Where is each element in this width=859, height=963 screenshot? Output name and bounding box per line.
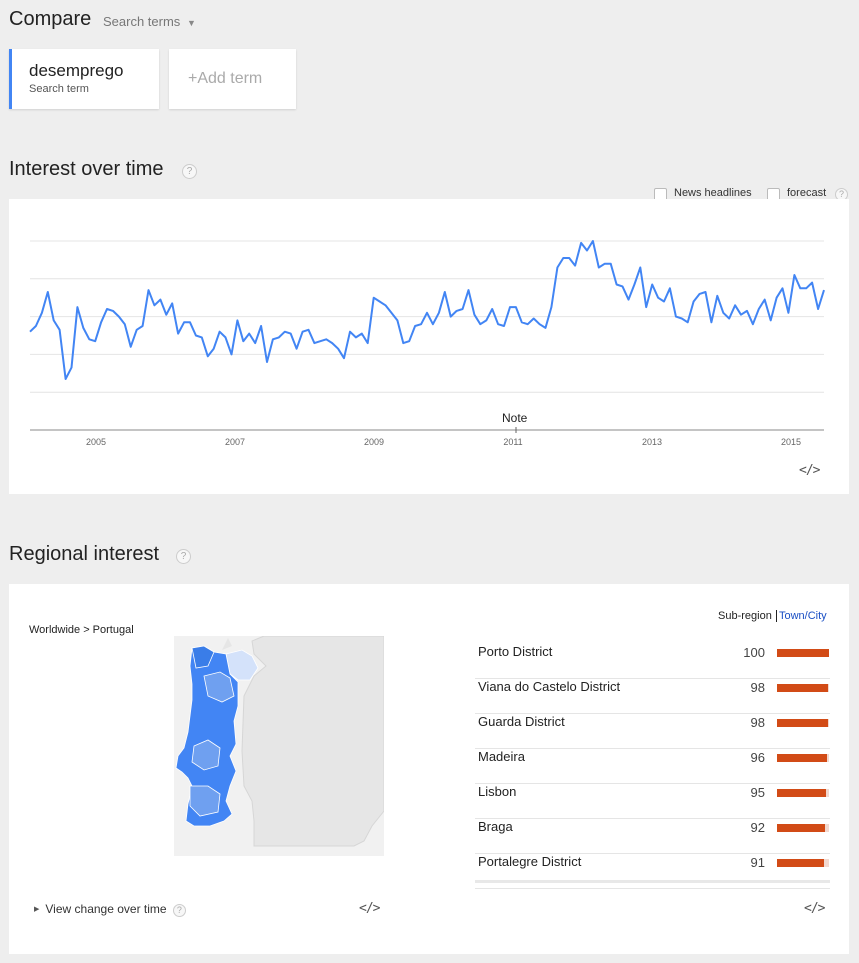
- region-row[interactable]: Viana do Castelo District 98: [475, 679, 830, 714]
- note-label[interactable]: Note: [502, 411, 528, 425]
- region-value: 92: [750, 820, 765, 835]
- add-term-label: +Add term: [188, 70, 263, 87]
- forecast-label: forecast: [787, 187, 827, 199]
- region-name: Viana do Castelo District: [478, 679, 621, 694]
- caret-down-icon: ▼: [186, 18, 196, 28]
- subregion-tab[interactable]: Sub-region: [718, 610, 777, 622]
- region-bar-track: [777, 649, 829, 657]
- regional-title: Regional interest: [9, 543, 160, 565]
- portugal-map[interactable]: [174, 636, 384, 856]
- expand-triangle-icon: ▶: [34, 906, 40, 913]
- region-name: Guarda District: [478, 714, 565, 729]
- x-tick-label: 2011: [503, 437, 522, 447]
- term-name: desemprego: [29, 61, 124, 80]
- regional-card: Worldwide > Portugal Sub-region Town/Cit…: [9, 584, 849, 954]
- region-bar: [777, 684, 828, 692]
- region-row[interactable]: Portalegre District 91: [475, 854, 830, 889]
- x-tick-label: 2013: [642, 437, 662, 447]
- news-headlines-label: News headlines: [674, 187, 752, 199]
- region-name: Lisbon: [478, 784, 517, 799]
- region-row[interactable]: Porto District 100: [475, 644, 830, 679]
- region-list-scrollbar[interactable]: [475, 880, 830, 883]
- interest-help-icon[interactable]: ?: [182, 164, 197, 179]
- region-bar-track: [777, 824, 829, 832]
- region-bar: [777, 859, 825, 867]
- region-name: Braga: [478, 819, 513, 834]
- interest-chart: 2005 2007 2009 2011 2013 2015: [29, 240, 825, 447]
- search-terms-label: Search terms: [103, 14, 181, 29]
- list-embed-icon[interactable]: </>: [804, 901, 826, 916]
- region-bar-track: [777, 719, 829, 727]
- region-name: Madeira: [478, 749, 525, 764]
- region-value: 100: [743, 645, 765, 660]
- region-name: Porto District: [478, 644, 553, 659]
- region-bar: [777, 789, 827, 797]
- view-change-over-time[interactable]: ▶ View change over time ?: [34, 902, 186, 917]
- region-bar-track: [777, 684, 829, 692]
- region-row[interactable]: Guarda District 98: [475, 714, 830, 749]
- map-embed-icon[interactable]: </>: [359, 901, 381, 916]
- interest-title: Interest over time: [9, 158, 164, 180]
- term-card[interactable]: desemprego Search term: [9, 49, 159, 109]
- region-row[interactable]: Madeira 96: [475, 749, 830, 784]
- view-change-help-icon[interactable]: ?: [172, 904, 186, 917]
- search-terms-dropdown[interactable]: Search terms ▼: [103, 14, 196, 29]
- region-bar: [777, 824, 825, 832]
- region-value: 96: [750, 750, 765, 765]
- add-term-button[interactable]: +Add term: [169, 49, 296, 109]
- term-sub: Search term: [29, 83, 89, 95]
- x-tick-label: 2015: [781, 437, 801, 447]
- region-row[interactable]: Braga 92: [475, 819, 830, 854]
- breadcrumb: Worldwide > Portugal: [29, 624, 134, 636]
- x-tick-label: 2007: [225, 437, 245, 447]
- x-tick-label: 2005: [86, 437, 106, 447]
- region-value: 91: [750, 855, 765, 870]
- x-tick-label: 2009: [364, 437, 384, 447]
- region-value: 98: [750, 680, 765, 695]
- region-bar: [777, 719, 828, 727]
- interest-chart-card: 2005 2007 2009 2011 2013 2015 Note </>: [9, 199, 849, 494]
- chart-embed-icon[interactable]: </>: [799, 463, 821, 478]
- regional-help-icon[interactable]: ?: [176, 549, 191, 564]
- region-bar-track: [777, 859, 829, 867]
- compare-title: Compare: [9, 8, 92, 30]
- region-name: Portalegre District: [478, 854, 582, 869]
- region-bar: [777, 754, 827, 762]
- region-bar-track: [777, 789, 829, 797]
- region-bar: [777, 649, 829, 657]
- region-value: 98: [750, 715, 765, 730]
- series-line[interactable]: [29, 240, 825, 380]
- region-value: 95: [750, 785, 765, 800]
- region-row[interactable]: Lisbon 95: [475, 784, 830, 819]
- region-bar-track: [777, 754, 829, 762]
- town-city-tab[interactable]: Town/City: [779, 610, 827, 622]
- view-change-label: View change over time: [45, 902, 167, 916]
